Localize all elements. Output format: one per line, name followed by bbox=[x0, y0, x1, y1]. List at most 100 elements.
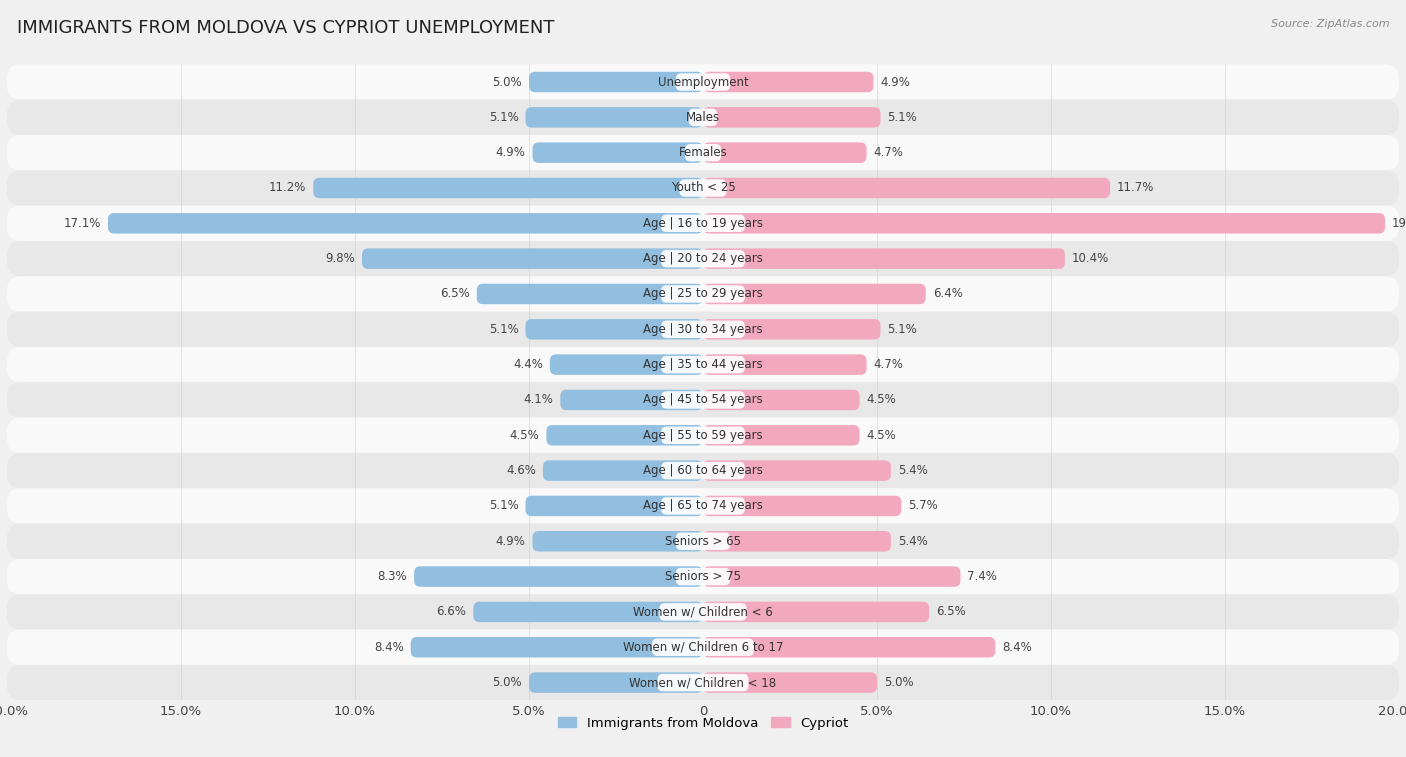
FancyBboxPatch shape bbox=[7, 630, 1399, 665]
FancyBboxPatch shape bbox=[703, 390, 859, 410]
FancyBboxPatch shape bbox=[7, 135, 1399, 170]
Text: Unemployment: Unemployment bbox=[658, 76, 748, 89]
FancyBboxPatch shape bbox=[658, 674, 748, 691]
FancyBboxPatch shape bbox=[526, 496, 703, 516]
Text: Women w/ Children 6 to 17: Women w/ Children 6 to 17 bbox=[623, 640, 783, 654]
FancyBboxPatch shape bbox=[314, 178, 703, 198]
FancyBboxPatch shape bbox=[526, 107, 703, 128]
Text: 10.4%: 10.4% bbox=[1071, 252, 1109, 265]
FancyBboxPatch shape bbox=[661, 426, 745, 444]
FancyBboxPatch shape bbox=[703, 107, 880, 128]
Text: Source: ZipAtlas.com: Source: ZipAtlas.com bbox=[1271, 19, 1389, 29]
FancyBboxPatch shape bbox=[703, 178, 1111, 198]
FancyBboxPatch shape bbox=[543, 460, 703, 481]
Text: 4.9%: 4.9% bbox=[496, 146, 526, 159]
FancyBboxPatch shape bbox=[7, 206, 1399, 241]
FancyBboxPatch shape bbox=[689, 108, 717, 126]
FancyBboxPatch shape bbox=[108, 213, 703, 234]
FancyBboxPatch shape bbox=[703, 213, 1385, 234]
Text: 6.5%: 6.5% bbox=[936, 606, 966, 618]
Text: 11.7%: 11.7% bbox=[1118, 182, 1154, 195]
FancyBboxPatch shape bbox=[533, 142, 703, 163]
FancyBboxPatch shape bbox=[679, 179, 727, 197]
Text: 9.8%: 9.8% bbox=[325, 252, 354, 265]
FancyBboxPatch shape bbox=[7, 312, 1399, 347]
FancyBboxPatch shape bbox=[652, 638, 754, 656]
FancyBboxPatch shape bbox=[7, 100, 1399, 135]
FancyBboxPatch shape bbox=[703, 637, 995, 658]
FancyBboxPatch shape bbox=[703, 531, 891, 552]
FancyBboxPatch shape bbox=[7, 64, 1399, 100]
Text: Age | 60 to 64 years: Age | 60 to 64 years bbox=[643, 464, 763, 477]
Text: Women w/ Children < 18: Women w/ Children < 18 bbox=[630, 676, 776, 689]
FancyBboxPatch shape bbox=[661, 497, 745, 515]
Text: Age | 25 to 29 years: Age | 25 to 29 years bbox=[643, 288, 763, 301]
FancyBboxPatch shape bbox=[703, 284, 925, 304]
FancyBboxPatch shape bbox=[7, 276, 1399, 312]
FancyBboxPatch shape bbox=[529, 72, 703, 92]
FancyBboxPatch shape bbox=[703, 354, 866, 375]
FancyBboxPatch shape bbox=[661, 462, 745, 479]
FancyBboxPatch shape bbox=[703, 602, 929, 622]
Text: IMMIGRANTS FROM MOLDOVA VS CYPRIOT UNEMPLOYMENT: IMMIGRANTS FROM MOLDOVA VS CYPRIOT UNEMP… bbox=[17, 19, 554, 37]
FancyBboxPatch shape bbox=[7, 594, 1399, 630]
FancyBboxPatch shape bbox=[685, 144, 721, 161]
FancyBboxPatch shape bbox=[703, 496, 901, 516]
Text: 5.1%: 5.1% bbox=[489, 500, 519, 512]
FancyBboxPatch shape bbox=[703, 72, 873, 92]
Text: Age | 55 to 59 years: Age | 55 to 59 years bbox=[643, 428, 763, 442]
Text: Age | 16 to 19 years: Age | 16 to 19 years bbox=[643, 217, 763, 230]
FancyBboxPatch shape bbox=[661, 391, 745, 409]
Text: Males: Males bbox=[686, 111, 720, 124]
Text: 8.4%: 8.4% bbox=[374, 640, 404, 654]
FancyBboxPatch shape bbox=[7, 559, 1399, 594]
FancyBboxPatch shape bbox=[703, 460, 891, 481]
Text: Age | 20 to 24 years: Age | 20 to 24 years bbox=[643, 252, 763, 265]
FancyBboxPatch shape bbox=[533, 531, 703, 552]
FancyBboxPatch shape bbox=[7, 382, 1399, 418]
Text: Age | 45 to 54 years: Age | 45 to 54 years bbox=[643, 394, 763, 407]
Text: 4.9%: 4.9% bbox=[880, 76, 910, 89]
Text: 4.1%: 4.1% bbox=[523, 394, 554, 407]
Text: 4.7%: 4.7% bbox=[873, 358, 904, 371]
Text: 5.7%: 5.7% bbox=[908, 500, 938, 512]
Text: Age | 30 to 34 years: Age | 30 to 34 years bbox=[643, 322, 763, 336]
FancyBboxPatch shape bbox=[676, 532, 730, 550]
FancyBboxPatch shape bbox=[7, 241, 1399, 276]
Text: 8.4%: 8.4% bbox=[1002, 640, 1032, 654]
Legend: Immigrants from Moldova, Cypriot: Immigrants from Moldova, Cypriot bbox=[553, 712, 853, 735]
Text: 11.2%: 11.2% bbox=[269, 182, 307, 195]
FancyBboxPatch shape bbox=[550, 354, 703, 375]
Text: 4.5%: 4.5% bbox=[866, 428, 896, 442]
Text: 5.1%: 5.1% bbox=[489, 111, 519, 124]
FancyBboxPatch shape bbox=[7, 418, 1399, 453]
Text: 4.9%: 4.9% bbox=[496, 534, 526, 548]
Text: 4.6%: 4.6% bbox=[506, 464, 536, 477]
Text: Age | 65 to 74 years: Age | 65 to 74 years bbox=[643, 500, 763, 512]
FancyBboxPatch shape bbox=[474, 602, 703, 622]
FancyBboxPatch shape bbox=[7, 665, 1399, 700]
FancyBboxPatch shape bbox=[661, 356, 745, 373]
FancyBboxPatch shape bbox=[361, 248, 703, 269]
Text: 5.4%: 5.4% bbox=[898, 464, 928, 477]
FancyBboxPatch shape bbox=[703, 248, 1064, 269]
Text: 7.4%: 7.4% bbox=[967, 570, 997, 583]
FancyBboxPatch shape bbox=[411, 637, 703, 658]
Text: 5.0%: 5.0% bbox=[492, 676, 522, 689]
Text: 17.1%: 17.1% bbox=[63, 217, 101, 230]
Text: Women w/ Children < 6: Women w/ Children < 6 bbox=[633, 606, 773, 618]
FancyBboxPatch shape bbox=[415, 566, 703, 587]
FancyBboxPatch shape bbox=[661, 214, 745, 232]
Text: 5.0%: 5.0% bbox=[492, 76, 522, 89]
FancyBboxPatch shape bbox=[661, 250, 745, 267]
Text: Youth < 25: Youth < 25 bbox=[671, 182, 735, 195]
Text: 4.7%: 4.7% bbox=[873, 146, 904, 159]
FancyBboxPatch shape bbox=[477, 284, 703, 304]
FancyBboxPatch shape bbox=[661, 320, 745, 338]
FancyBboxPatch shape bbox=[547, 425, 703, 446]
Text: 5.1%: 5.1% bbox=[887, 322, 917, 336]
FancyBboxPatch shape bbox=[676, 568, 730, 585]
Text: 8.3%: 8.3% bbox=[378, 570, 408, 583]
Text: 5.0%: 5.0% bbox=[884, 676, 914, 689]
FancyBboxPatch shape bbox=[529, 672, 703, 693]
